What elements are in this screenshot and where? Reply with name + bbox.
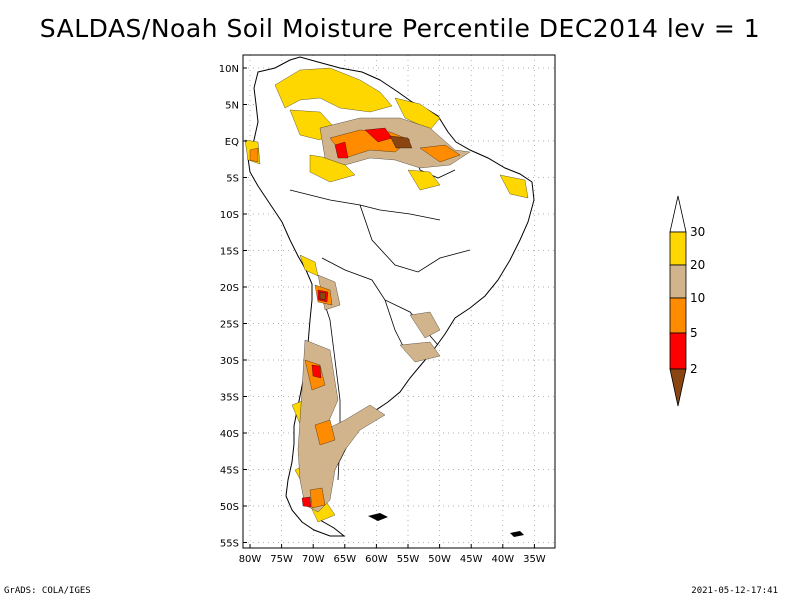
colorbar-label: 5 (690, 326, 698, 340)
falkland-islands (368, 513, 388, 521)
lat-tick-label: 55S (220, 539, 239, 550)
footer-timestamp: 2021-05-12-17:41 (691, 586, 778, 596)
percentile-below-2 (319, 135, 413, 301)
lat-tick-label: 20S (220, 283, 239, 294)
lon-tick-label: 65W (333, 554, 356, 565)
colorbar-20-30 (669, 231, 687, 266)
lon-tick-label: 35W (523, 554, 546, 565)
colorbar-above-30 (669, 195, 687, 233)
lon-tick-label: 45W (460, 554, 483, 565)
lat-tick-label: 15S (220, 247, 239, 258)
colorbar-label: 30 (690, 225, 705, 239)
lat-tick-label: 25S (220, 320, 239, 331)
colorbar-label: 20 (690, 258, 705, 272)
colorbar-labels: 2 5 10 20 30 (690, 225, 705, 376)
colorbar-10-20 (669, 264, 687, 299)
lat-tick-label: 10S (220, 210, 239, 221)
lat-tick-label: 10N (219, 64, 239, 75)
map-title: SALDAS/Noah Soil Moisture Percentile DEC… (39, 14, 761, 43)
colorbar-5-10 (669, 297, 687, 334)
colorbar (669, 195, 687, 407)
lon-tick-label: 70W (302, 554, 325, 565)
lon-tick-label: 50W (428, 554, 451, 565)
colorbar-below-2 (669, 368, 687, 407)
lat-tick-label: 35S (220, 393, 239, 404)
lon-tick-label: 80W (239, 554, 262, 565)
longitude-labels: 80W 75W 70W 65W 60W 55W 50W 45W 40W 35W (239, 544, 546, 565)
percentile-2-5 (301, 127, 393, 508)
map-content (244, 56, 535, 537)
lat-tick-label: 40S (220, 429, 239, 440)
south-georgia (510, 531, 524, 537)
plot-frame (242, 54, 556, 549)
footer-credit: GrADS: COLA/IGES (4, 586, 91, 596)
lat-tick-label: 45S (220, 466, 239, 477)
colorbar-2-5 (669, 332, 687, 370)
lat-tick-label: 30S (220, 356, 239, 367)
lon-tick-label: 75W (270, 554, 293, 565)
lon-tick-label: 55W (397, 554, 420, 565)
lon-tick-label: 60W (365, 554, 388, 565)
lat-tick-label: 5S (226, 174, 239, 185)
lat-tick-label: 5N (225, 101, 239, 112)
colorbar-label: 10 (690, 291, 705, 305)
lat-tick-label: 50S (220, 502, 239, 513)
lat-tick-label: EQ (225, 137, 239, 148)
lon-tick-label: 40W (491, 554, 514, 565)
latitude-labels: 10N 5N EQ 5S 10S 15S 20S 25S 30S 35S 40S 45S 50S 55S (219, 64, 247, 550)
colorbar-label: 2 (690, 362, 698, 376)
